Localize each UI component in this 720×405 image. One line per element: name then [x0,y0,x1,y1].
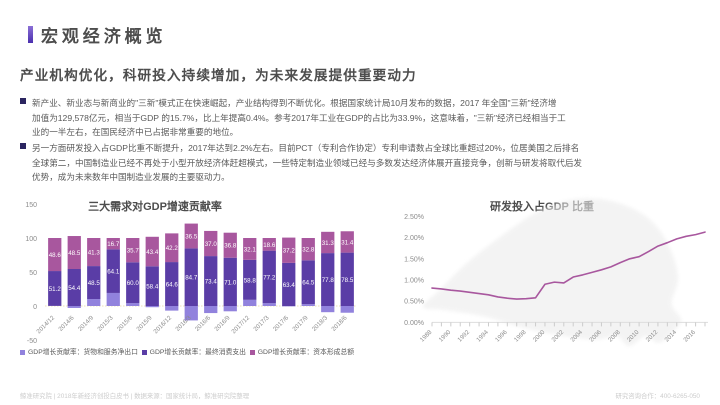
svg-text:2.50%: 2.50% [404,214,424,221]
svg-text:1.50%: 1.50% [404,256,424,263]
svg-text:2.00%: 2.00% [404,235,424,242]
svg-text:1992: 1992 [456,328,471,343]
svg-text:1990: 1990 [438,328,453,343]
svg-text:1996: 1996 [494,328,509,343]
svg-text:1.00%: 1.00% [404,278,424,285]
svg-text:1998: 1998 [513,328,528,343]
svg-text:1988: 1988 [419,328,434,343]
svg-text:0.50%: 0.50% [404,299,424,306]
svg-text:1994: 1994 [475,328,490,343]
svg-text:0.00%: 0.00% [404,320,424,327]
svg-text:2016: 2016 [682,328,697,343]
